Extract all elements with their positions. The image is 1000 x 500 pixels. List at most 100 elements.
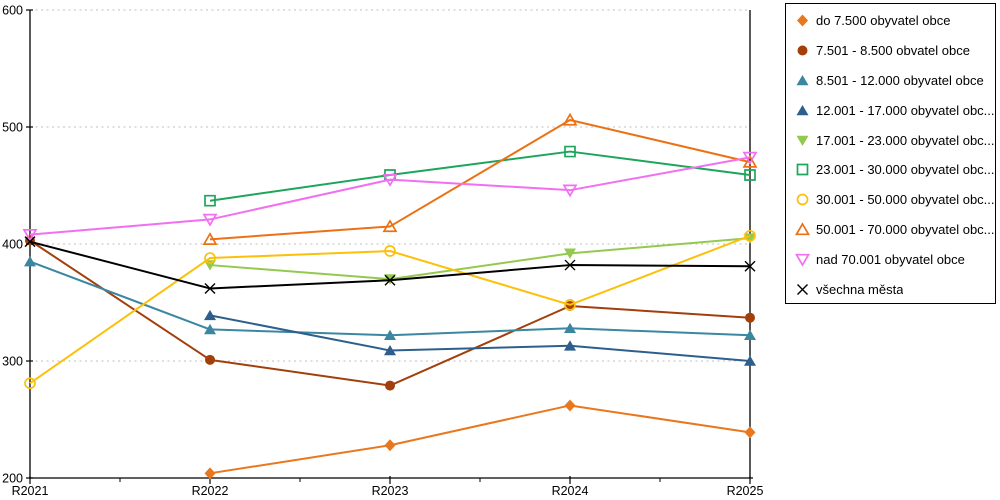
series-line-5 xyxy=(209,150,751,202)
legend-label: 8.501 - 12.000 obyvatel obce xyxy=(816,72,984,88)
legend-label: 23.001 - 30.000 obyvatel obc... xyxy=(816,162,995,178)
legend-item-8: nad 70.001 obyvatel obce xyxy=(795,244,995,274)
square-legend-icon xyxy=(796,164,809,176)
triangle-up-legend-icon xyxy=(796,104,809,116)
triangle-up-legend-icon xyxy=(796,74,809,86)
series-line-8 xyxy=(29,156,751,236)
series-marker-circle xyxy=(24,377,36,390)
y-axis-label-400: 400 xyxy=(2,238,23,252)
series-marker-circle xyxy=(204,252,216,264)
y-axis-label-500: 500 xyxy=(2,121,23,135)
legend-label: do 7.500 obyvatel obce xyxy=(816,13,951,29)
legend-label: 30.001 - 50.000 obyvatel obc... xyxy=(816,192,995,208)
series-marker-triangle-down xyxy=(564,248,576,259)
series-line-4 xyxy=(209,237,751,281)
series-marker-circle xyxy=(744,230,756,242)
series-marker-triangle-up xyxy=(744,355,756,366)
series-marker-square xyxy=(744,169,756,181)
series-marker-x-cross xyxy=(564,259,576,271)
series-marker-triangle-up xyxy=(795,222,810,236)
series-marker-x-cross xyxy=(204,282,216,294)
legend-item-3: 12.001 - 17.000 obyvatel obc... xyxy=(795,95,995,125)
legend-label: 50.001 - 70.000 obyvatel obc... xyxy=(816,221,995,237)
diamond-legend-icon xyxy=(797,14,808,27)
series-marker-triangle-down xyxy=(795,253,810,267)
series-marker-triangle-down xyxy=(382,174,398,187)
series-marker-triangle-up xyxy=(202,232,218,245)
series-marker-circle xyxy=(797,45,808,56)
series-marker-x-cross xyxy=(24,236,36,248)
series-line-6 xyxy=(29,234,751,385)
series-marker-triangle-up xyxy=(562,112,578,126)
circle-legend-icon xyxy=(796,193,809,206)
series-marker-triangle-up xyxy=(564,322,576,334)
series-marker-circle xyxy=(205,354,215,365)
circle-legend-icon xyxy=(797,45,808,56)
legend-label: nad 70.001 obyvatel obce xyxy=(816,251,965,267)
legend-label: 7.501 - 8.500 obvatel obce xyxy=(816,43,970,59)
series-marker-circle xyxy=(564,299,576,311)
series-marker-triangle-up xyxy=(24,256,36,267)
legend-label: všechna města xyxy=(816,281,904,297)
series-marker-triangle-up xyxy=(382,219,398,233)
series-marker-circle xyxy=(796,193,809,206)
legend-item-4: 17.001 - 23.000 obyvatel obc... xyxy=(795,125,995,155)
series-marker-square xyxy=(204,194,216,207)
series-line-1 xyxy=(29,239,751,387)
series-marker-circle xyxy=(384,245,396,257)
x-cross-legend-icon xyxy=(797,283,808,295)
series-marker-triangle-down xyxy=(796,135,809,146)
series-marker-triangle-up xyxy=(204,309,216,321)
series-marker-x-cross xyxy=(384,274,396,286)
series-marker-x-cross xyxy=(744,260,756,272)
series-line-3 xyxy=(209,314,751,362)
x-axis-label-R2023: R2023 xyxy=(372,484,409,498)
legend-item-5: 23.001 - 30.000 obyvatel obc... xyxy=(795,155,995,185)
series-marker-diamond xyxy=(204,467,216,480)
series-marker-triangle-down xyxy=(202,213,218,227)
x-axis-label-R2022: R2022 xyxy=(192,484,229,498)
legend-item-7: 50.001 - 70.000 obyvatel obc... xyxy=(795,215,995,245)
series-marker-triangle-up xyxy=(204,323,216,335)
y-axis-label-600: 600 xyxy=(2,4,23,18)
legend-item-6: 30.001 - 50.000 obyvatel obc... xyxy=(795,185,995,215)
series-marker-triangle-up xyxy=(796,74,809,86)
series-marker-triangle-down xyxy=(742,151,758,165)
x-axis-label-R2025: R2025 xyxy=(727,484,764,498)
series-marker-circle xyxy=(745,312,755,323)
legend-label: 17.001 - 23.000 obyvatel obc... xyxy=(816,132,995,148)
series-line-2 xyxy=(29,260,751,337)
legend-item-2: 8.501 - 12.000 obyvatel obce xyxy=(795,66,995,96)
series-marker-triangle-up xyxy=(796,104,809,116)
series-line-7 xyxy=(209,118,751,241)
series-marker-square xyxy=(564,145,576,158)
series-marker-circle xyxy=(385,380,395,391)
series-marker-diamond xyxy=(384,439,396,452)
triangle-down-legend-icon xyxy=(795,253,810,267)
series-marker-x-cross xyxy=(797,283,808,295)
series-marker-triangle-down xyxy=(562,184,578,198)
series-line-0 xyxy=(209,404,751,475)
series-marker-triangle-up xyxy=(744,329,756,341)
series-marker-triangle-up xyxy=(742,154,758,168)
y-axis-label-200: 200 xyxy=(2,472,23,486)
legend-label: 12.001 - 17.000 obyvatel obc... xyxy=(816,102,995,118)
x-axis-label-R2024: R2024 xyxy=(552,484,589,498)
series-marker-triangle-up xyxy=(384,329,396,341)
legend-item-9: všechna města xyxy=(795,274,995,304)
triangle-down-legend-icon xyxy=(796,135,809,146)
series-marker-square xyxy=(796,164,809,176)
y-axis-label-300: 300 xyxy=(2,355,23,369)
triangle-up-legend-icon xyxy=(795,222,810,236)
chart-legend: do 7.500 obyvatel obce 7.501 - 8.500 obva… xyxy=(785,3,996,304)
series-marker-diamond xyxy=(564,399,576,412)
series-marker-triangle-up xyxy=(564,340,576,351)
series-marker-diamond xyxy=(797,14,808,27)
series-marker-triangle-down xyxy=(22,228,38,242)
legend-item-1: 7.501 - 8.500 obvatel obce xyxy=(795,36,995,66)
series-marker-diamond xyxy=(744,426,756,439)
x-axis-label-R2021: R2021 xyxy=(12,484,49,498)
legend-item-0: do 7.500 obyvatel obce xyxy=(795,6,995,36)
